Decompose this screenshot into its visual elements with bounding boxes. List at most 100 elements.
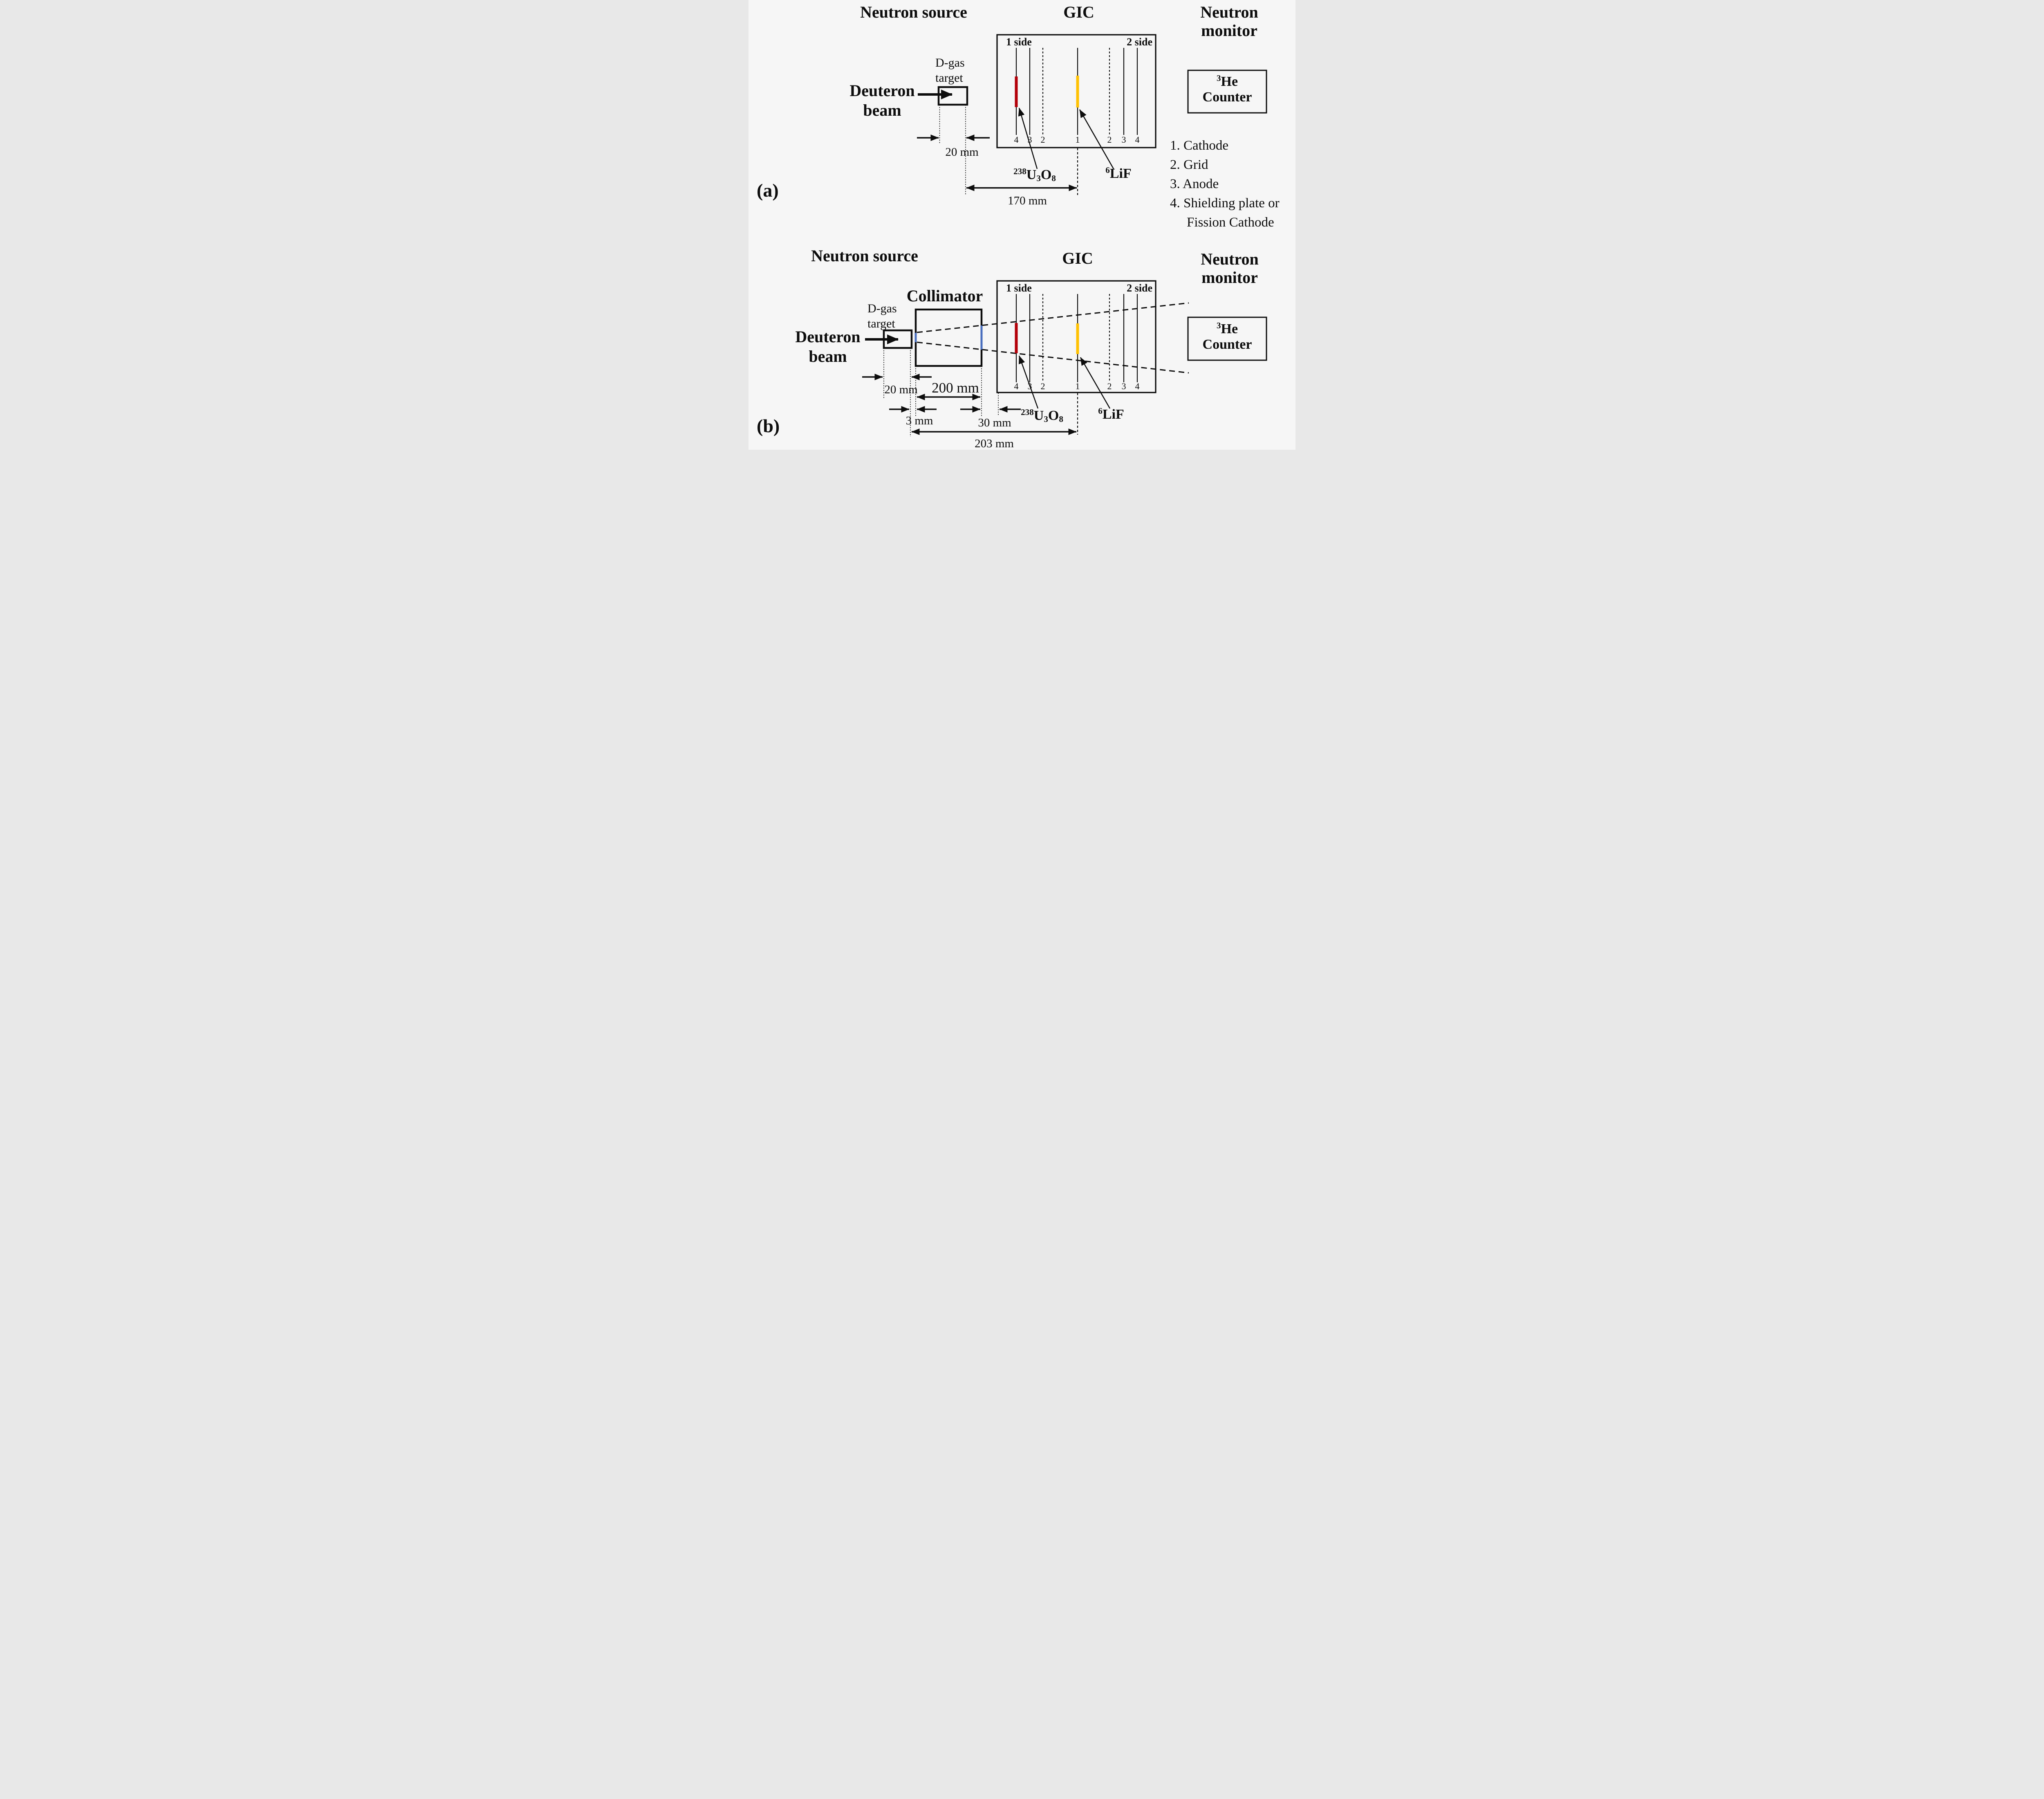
neutron-monitor-title-a-line1: Neutron [1200,3,1258,21]
legend-item-shielding-plate: 4. Shielding plate or [1170,196,1280,211]
neutron-monitor-title-a: Neutron monitor [1200,3,1258,40]
legend-item-anode: 3. Anode [1170,177,1219,191]
dim-30mm-label-b: 30 mm [978,416,1011,429]
gic-title-b: GIC [1062,249,1093,267]
gic-side1-label-b: 1 side [1006,282,1032,294]
he-counter-label-a-line2: Counter [1202,90,1252,105]
u3o8-pointer-arrow-b [1018,355,1039,409]
dgas-target-label-a-line1: D-gas [935,56,965,70]
u3o8-sample-deposit-a [1015,76,1018,107]
he-counter-box-b [1187,316,1267,361]
electrode-number-a-5: 2 [1107,135,1112,145]
lif-mass-b: 6 [1098,406,1103,416]
u3o8-mass-b: 238 [1021,407,1034,417]
neutron-source-title-a: Neutron source [860,3,967,21]
beam-cone-upper-dashed-b [917,302,1189,333]
electrode-number-b-1: 4 [1014,381,1019,391]
lif-sample-deposit-a [1076,76,1079,108]
deuteron-beam-label-a-line1: Deuteron [849,81,915,100]
electrode-number-b-5: 2 [1107,381,1112,391]
deuteron-beam-label-b-line1: Deuteron [795,327,861,346]
electrode-number-b-3: 2 [1040,381,1045,391]
electrode-number-b-7: 4 [1135,381,1140,391]
u3o8-pointer-arrow-a [1018,108,1038,169]
u3o8-n2-b: 8 [1059,414,1063,424]
lif-sample-deposit-b [1076,323,1079,354]
u3o8-label-a: 238U3O8 [1013,167,1056,183]
diagram-linework [862,34,1267,437]
beam-cone-lower-dashed-b [917,341,1189,374]
dim-170mm-label-a: 170 mm [1008,194,1047,207]
gic-side2-label-b: 2 side [1127,282,1152,294]
u3o8-sample-deposit-b [1015,323,1018,353]
u3o8-label-b: 238U3O8 [1021,408,1063,424]
gic-title-a: GIC [1063,3,1094,21]
electrode-number-b-4: 1 [1075,381,1080,391]
dgas-target-label-a: D-gas target [935,56,965,85]
u3o8-el1-a: U [1026,167,1037,182]
neutron-monitor-title-a-line2: monitor [1201,21,1257,40]
electrode-number-a-3: 2 [1040,135,1045,145]
dim-200mm-label-b: 200 mm [932,380,979,396]
electrode-number-b-6: 3 [1121,381,1126,391]
electrode-number-a-7: 4 [1135,135,1140,145]
u3o8-el2-a: O [1040,167,1052,182]
neutron-monitor-title-b-line1: Neutron [1201,250,1259,268]
gic-side1-label-a: 1 side [1006,36,1032,48]
he-counter-label-a: 3He Counter [1203,74,1252,105]
lif-mass-a: 6 [1105,165,1110,175]
lif-formula-b: LiF [1102,407,1124,422]
u3o8-n1-a: 3 [1036,173,1041,184]
deuteron-beam-label-a-line2: beam [863,101,901,119]
he-counter-label-a-line1: 3He [1203,74,1252,90]
collimator-box-b [914,308,983,367]
dgas-target-box-b [883,329,913,349]
u3o8-el2-b: O [1048,408,1059,423]
he-counter-box-a [1187,70,1267,114]
he-mass-b: 3 [1216,321,1221,331]
u3o8-mass-a: 238 [1013,166,1026,177]
gic-chamber-box-b [996,280,1156,393]
lif-formula-a: LiF [1109,166,1132,181]
gic-chamber-box-a [996,34,1156,148]
dim-20mm-label-b: 20 mm [884,383,918,396]
dim-203mm-label-b: 203 mm [975,437,1014,450]
gic-side2-label-a: 2 side [1127,36,1152,48]
deuteron-beam-label-a: Deuteron beam [849,81,914,120]
dim-20mm-label-a: 20 mm [945,146,979,159]
lif-pointer-arrow-a [1079,109,1114,169]
neutron-monitor-title-b-line2: monitor [1201,268,1258,287]
legend-item-grid: 2. Grid [1170,157,1208,172]
panel-label-b: (b) [757,415,780,436]
u3o8-el1-b: U [1033,408,1044,423]
deuteron-beam-label-b: Deuteron beam [795,327,860,366]
lif-label-b: 6LiF [1098,407,1124,422]
u3o8-n2-a: 8 [1051,173,1056,184]
lif-pointer-arrow-b [1080,357,1111,409]
he-counter-label-b: 3He Counter [1203,321,1252,352]
u3o8-n1-b: 3 [1044,414,1048,424]
lif-label-a: 6LiF [1105,166,1131,182]
dgas-target-label-b: D-gas target [867,301,897,331]
he-element-b: He [1221,321,1238,336]
legend-item-cathode: 1. Cathode [1170,138,1228,153]
dgas-target-label-b-line1: D-gas [867,302,897,315]
electrode-number-a-6: 3 [1121,135,1126,145]
figure-canvas: Neutron source GIC Neutron monitor D-gas… [749,0,1295,450]
dgas-target-label-a-line2: target [935,71,963,85]
he-counter-label-b-line1: 3He [1203,321,1252,337]
dim-3mm-label-b: 3 mm [905,414,933,427]
legend-item-fission-cathode: Fission Cathode [1187,215,1274,230]
he-element-a: He [1221,74,1238,89]
collimator-label-b: Collimator [906,287,983,305]
panel-label-a: (a) [757,180,779,201]
neutron-monitor-title-b: Neutron monitor [1201,250,1258,287]
electrode-number-a-1: 4 [1014,135,1019,145]
electrode-number-a-4: 1 [1075,135,1080,145]
deuteron-beam-label-b-line2: beam [809,347,847,366]
electrode-number-a-2: 3 [1027,135,1032,145]
dgas-target-label-b-line2: target [867,316,895,330]
he-mass-a: 3 [1216,73,1221,83]
dgas-target-box-a [937,86,968,106]
neutron-source-title-b: Neutron source [811,247,918,265]
